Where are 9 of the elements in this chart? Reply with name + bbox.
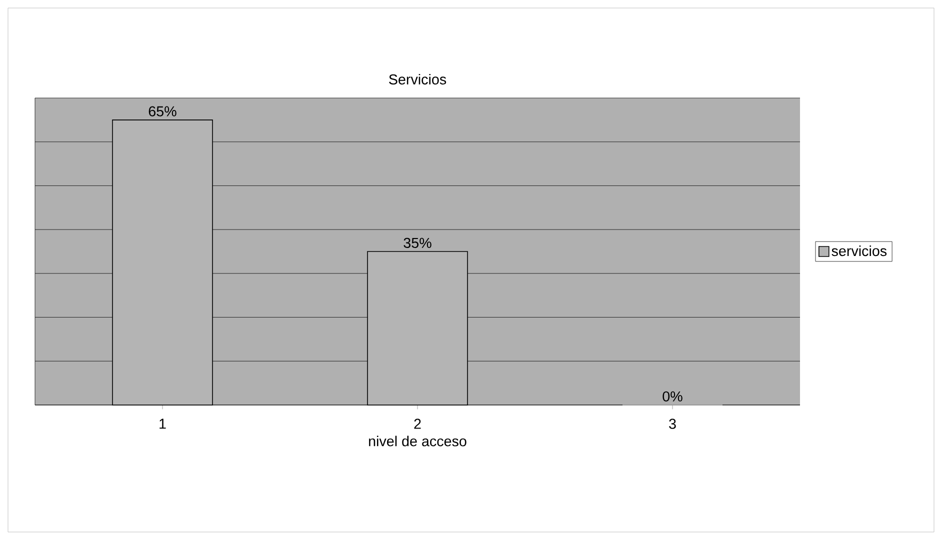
data-label: 0% <box>662 391 682 402</box>
x-tick-label: 1 <box>160 418 166 429</box>
x-tick-label: 3 <box>669 418 676 429</box>
data-label: 65% <box>148 106 176 116</box>
chart-title: Servicios <box>389 74 446 84</box>
data-label: 35% <box>404 238 432 248</box>
legend-label: servicios <box>832 246 887 256</box>
x-tick-label: 2 <box>414 418 421 429</box>
x-axis-title: nivel de acceso <box>369 436 466 446</box>
